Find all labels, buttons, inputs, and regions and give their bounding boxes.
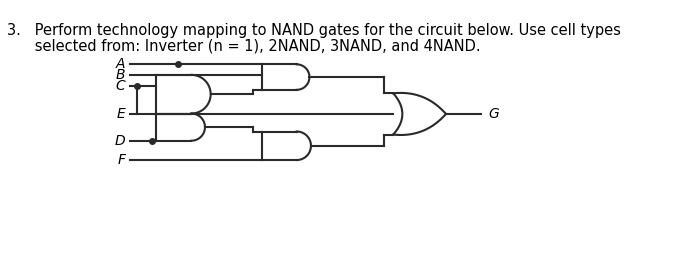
Text: F: F <box>118 153 125 167</box>
Text: C: C <box>116 79 125 93</box>
Text: D: D <box>115 134 125 148</box>
Text: 3.   Perform technology mapping to NAND gates for the circuit below. Use cell ty: 3. Perform technology mapping to NAND ga… <box>7 23 621 38</box>
Text: E: E <box>117 107 125 120</box>
Text: G: G <box>488 107 499 121</box>
Text: B: B <box>116 68 125 82</box>
Text: selected from: Inverter (n = 1), 2NAND, 3NAND, and 4NAND.: selected from: Inverter (n = 1), 2NAND, … <box>7 39 481 54</box>
Text: A: A <box>116 57 125 71</box>
